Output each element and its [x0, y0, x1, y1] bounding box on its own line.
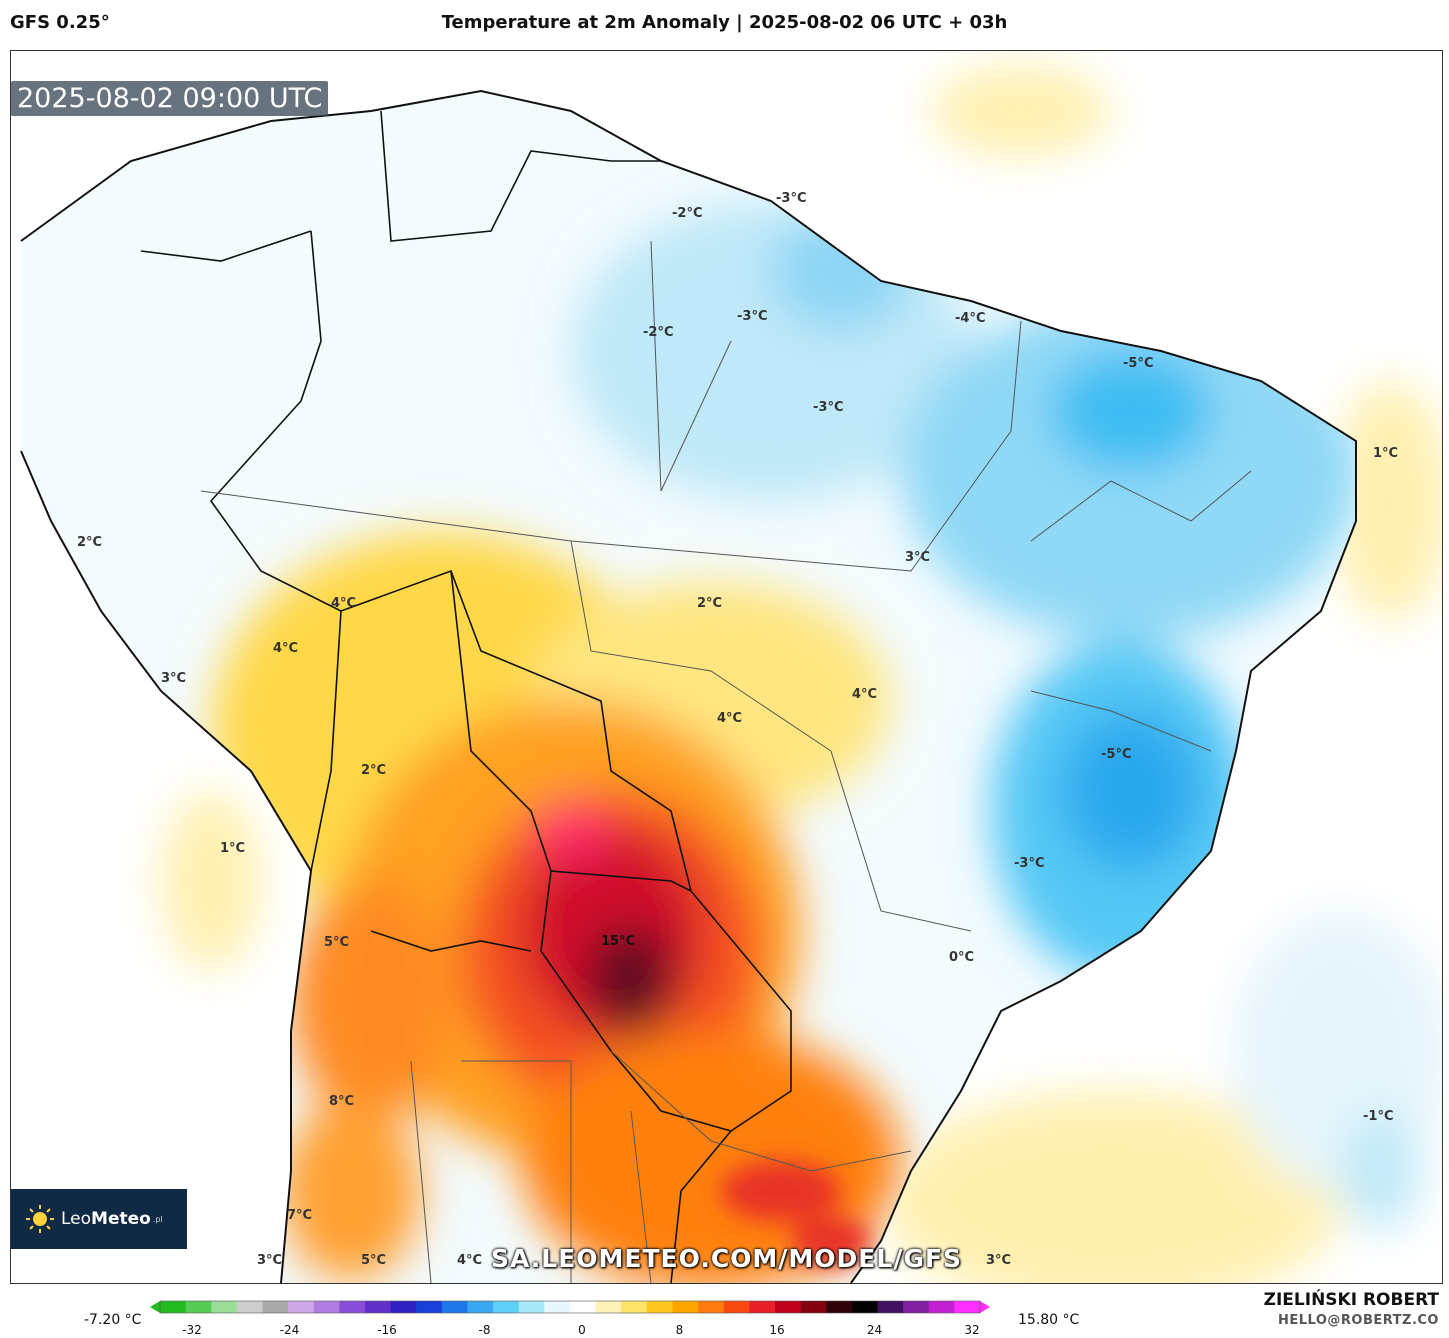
contour-label: 3°C: [257, 1253, 283, 1268]
author-email[interactable]: HELLO@ROBERTZ.CO: [1277, 1313, 1439, 1328]
colorbar-tick-label: -8: [478, 1323, 491, 1337]
author-credit: ZIELIŃSKI ROBERT: [1263, 1290, 1439, 1310]
colorbar-tick-label: 16: [769, 1323, 785, 1337]
colorbar-segment: [262, 1301, 289, 1313]
state-borders: [200, 240, 1252, 1283]
colorbar-segment: [775, 1301, 802, 1313]
colorbar-tick-label: 32: [964, 1323, 980, 1337]
contour-label: 3°C: [161, 671, 187, 686]
contour-label: 4°C: [457, 1253, 483, 1268]
contour-label: -4°C: [955, 311, 986, 326]
colorbar-segment: [621, 1301, 648, 1313]
leometeo-logo[interactable]: LeoMeteo .pl: [11, 1189, 187, 1249]
contour-label: -2°C: [643, 325, 674, 340]
contour-label: 5°C: [324, 935, 350, 950]
contour-label: -3°C: [737, 309, 768, 324]
contour-label: -5°C: [1123, 356, 1154, 371]
colorbar-segment: [903, 1301, 930, 1313]
contour-label: 8°C: [329, 1094, 355, 1109]
colorbar-tick-label: -16: [377, 1323, 397, 1337]
colorbar-segment: [493, 1301, 520, 1313]
contour-label: 4°C: [717, 711, 743, 726]
colorbar-tick-label: 8: [675, 1323, 684, 1337]
colorbar-tick-label: -32: [182, 1323, 202, 1337]
colorbar-segment: [672, 1301, 699, 1313]
contour-label: 2°C: [77, 535, 103, 550]
contour-label: 3°C: [986, 1253, 1012, 1268]
colorbar-segment: [544, 1301, 571, 1313]
sun-icon: [26, 1205, 54, 1233]
colorbar-tick-label: 24: [866, 1323, 883, 1337]
colorbar-segment: [390, 1301, 417, 1313]
colorbar-segment: [877, 1301, 904, 1313]
contour-label: -3°C: [813, 400, 844, 415]
contour-label: 1°C: [220, 841, 246, 856]
colorbar-outline: [159, 1300, 981, 1314]
contour-label: 3°C: [905, 550, 931, 565]
colorbar-segment: [339, 1301, 366, 1313]
colorbar-segment: [236, 1301, 264, 1313]
colorbar-tick-label: -24: [279, 1323, 300, 1337]
colorbar-segment: [800, 1301, 827, 1313]
contour-label: 7°C: [287, 1208, 313, 1223]
colorbar-segment: [570, 1301, 597, 1313]
colorbar-segment: [826, 1301, 853, 1313]
colorbar-segment: [313, 1301, 340, 1313]
chart-title: Temperature at 2m Anomaly | 2025-08-02 0…: [441, 12, 1008, 33]
contour-label: 2°C: [361, 763, 387, 778]
contour-label: 1°C: [1373, 446, 1399, 461]
colorbar-segment: [698, 1301, 725, 1313]
contour-label: -5°C: [1101, 747, 1132, 762]
colorbar-max-label: 15.80 °C: [1018, 1312, 1080, 1328]
contour-label: 0°C: [949, 950, 975, 965]
model-name: GFS 0.25°: [10, 12, 110, 33]
contour-label: 2°C: [697, 596, 723, 611]
colorbar-segment: [467, 1301, 494, 1313]
contour-label: 15°C: [601, 934, 636, 949]
valid-time-badge: 2025-08-02 09:00 UTC: [11, 81, 329, 116]
anomaly-map[interactable]: 2025-08-02 09:00 UTC -2°C -3°C -2°C -3°C…: [10, 50, 1443, 1284]
contour-label: -3°C: [776, 191, 807, 206]
colorbar-segment: [851, 1301, 879, 1313]
land-anomaly-fields: [21, 91, 1356, 1283]
colorbar-tick-label: 0: [578, 1323, 586, 1337]
logo-brand-light: Leo: [61, 1209, 92, 1229]
contour-label: -1°C: [1363, 1109, 1394, 1124]
colorbar-min-label: -7.20 °C: [84, 1312, 142, 1328]
coastline-west: [20, 450, 313, 1283]
colorbar-segment: [646, 1301, 674, 1313]
colorbar-segment: [954, 1301, 981, 1313]
website-watermark[interactable]: SA.LEOMETEO.COM/MODEL/GFS: [490, 1244, 963, 1273]
logo-suffix: .pl: [152, 1214, 163, 1224]
contour-label: 4°C: [273, 641, 299, 656]
colorbar-arrow-right: [980, 1301, 990, 1313]
contour-label: 4°C: [331, 596, 357, 611]
contour-label: -2°C: [672, 206, 703, 221]
map-canvas: [20, 66, 1442, 1283]
colorbar-segment: [416, 1301, 443, 1313]
colorbar-segment: [723, 1301, 750, 1313]
contour-label: -3°C: [1014, 856, 1045, 871]
coastline-east: [20, 89, 1357, 1283]
ocean-anomaly-fields: [161, 66, 1442, 1283]
colorbar-segment: [518, 1301, 545, 1313]
colorbar-segment: [160, 1301, 187, 1313]
colorbar-segment: [288, 1301, 315, 1313]
colorbar-segment: [928, 1301, 955, 1313]
colorbar-segment: [365, 1301, 392, 1313]
colorbar-segment: [441, 1301, 469, 1313]
contour-label: 5°C: [361, 1253, 387, 1268]
colorbar: [150, 1300, 990, 1314]
colorbar-arrow-left: [150, 1301, 160, 1313]
logo-text: LeoMeteo: [61, 1209, 151, 1229]
colorbar-segment: [595, 1301, 622, 1313]
logo-brand-bold: Meteo: [91, 1209, 151, 1229]
colorbar-segment: [185, 1301, 212, 1313]
colorbar-segment: [211, 1301, 238, 1313]
colorbar-segment: [749, 1301, 776, 1313]
contour-label: 4°C: [852, 687, 878, 702]
